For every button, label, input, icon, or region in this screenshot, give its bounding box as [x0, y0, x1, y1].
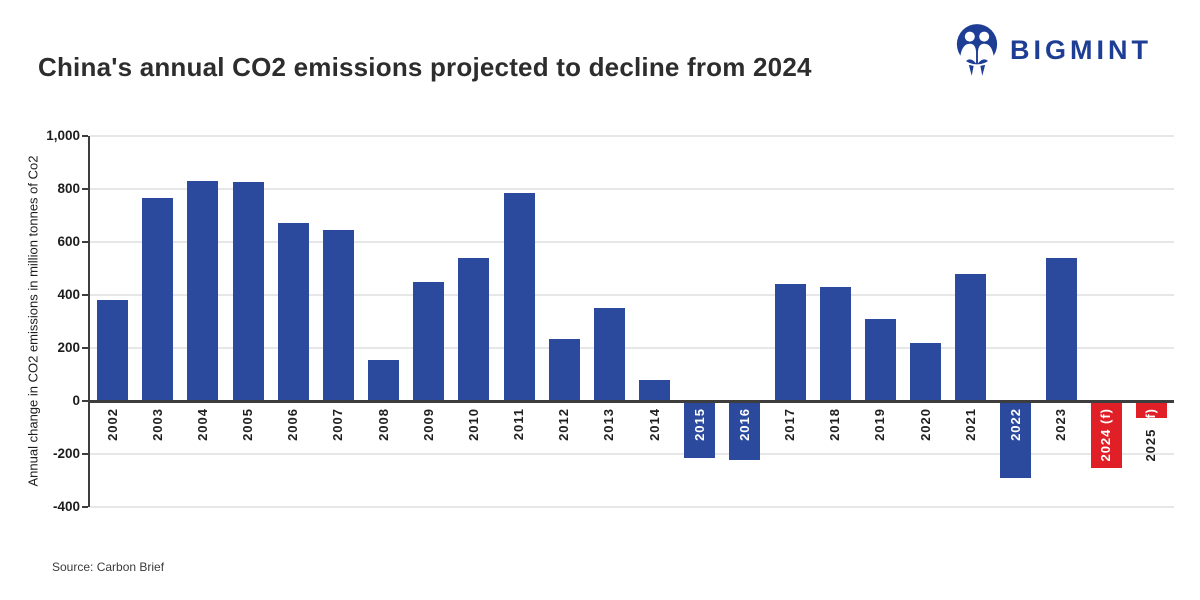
y-tick-label: 200: [57, 340, 80, 355]
gridline: [90, 294, 1174, 296]
x-tick-label-2019: 2019: [872, 408, 888, 441]
y-tick-label: 1,000: [46, 128, 80, 143]
x-tick-label-2013: 2013: [601, 408, 617, 441]
bar-2002: [97, 300, 129, 401]
x-tick-label-2009: 2009: [420, 408, 436, 441]
page-title: China's annual CO2 emissions projected t…: [38, 52, 812, 82]
bigmint-icon: [954, 22, 1000, 78]
x-tick-label-2018: 2018: [827, 408, 843, 441]
bar-2013: [593, 308, 625, 401]
gridline: [90, 188, 1174, 190]
y-tick-label: 800: [57, 181, 80, 196]
gridline: [90, 135, 1174, 137]
x-tick-label-2008: 2008: [375, 408, 391, 441]
y-tick-mark: [82, 135, 88, 137]
bar-2008: [368, 359, 400, 401]
gridline: [90, 241, 1174, 243]
x-tick-label-2002: 2002: [104, 408, 120, 441]
bar-2019: [864, 318, 896, 401]
y-tick-label: -200: [52, 446, 80, 461]
gridline: [90, 347, 1174, 349]
y-tick-mark: [82, 506, 88, 508]
y-tick-label: 0: [72, 393, 80, 408]
y-tick-mark: [82, 188, 88, 190]
source-note: Source: Carbon Brief: [52, 560, 165, 574]
y-tick-mark: [82, 453, 88, 455]
y-tick-mark: [82, 294, 88, 296]
x-tick-label-2011: 2011: [511, 408, 527, 441]
bar-2023: [1045, 257, 1077, 401]
x-tick-label-2015: 2015: [691, 408, 707, 441]
x-tick-label-2023: 2023: [1053, 408, 1069, 441]
x-tick-label-white-part: (f): [1143, 408, 1159, 424]
y-tick-label: -400: [52, 499, 80, 514]
x-tick-label-2014: 2014: [646, 408, 662, 441]
x-tick-label-2016: 2016: [736, 408, 752, 441]
gridline: [90, 506, 1174, 508]
bar-2021: [955, 273, 987, 401]
x-tick-label-2020: 2020: [917, 408, 933, 441]
bar-2009: [413, 281, 445, 401]
x-tick-label-2006: 2006: [285, 408, 301, 441]
x-tick-label-2003: 2003: [149, 408, 165, 441]
bar-2015: [684, 402, 716, 458]
y-tick-label: 400: [57, 287, 80, 302]
x-tick-label-2005: 2005: [240, 408, 256, 441]
plot-area: 1,000 800 600 400 200 0 -200 -400 2002 2003 2004 20…: [46, 128, 1174, 514]
brand-name: BIGMINT: [1010, 34, 1152, 65]
brand-logo: BIGMINT: [954, 22, 1152, 78]
x-tick-label-2017: 2017: [782, 408, 798, 441]
x-tick-label-2004: 2004: [194, 408, 210, 441]
bar-2017: [774, 284, 806, 401]
y-axis-title: Annual change in CO2 emissions in millio…: [25, 155, 41, 487]
x-tick-label-2012: 2012: [556, 408, 572, 441]
x-tick-label-2010: 2010: [465, 408, 481, 441]
bar-2020: [910, 342, 942, 401]
bar-2018: [819, 287, 851, 401]
y-tick-label: 600: [57, 234, 80, 249]
y-tick-mark: [82, 400, 88, 402]
bar-2011: [503, 192, 535, 401]
bar-2004: [187, 181, 219, 401]
x-tick-label-2024 (f): 2024 (f): [1098, 408, 1114, 462]
bar-2024 (f): [1090, 402, 1122, 469]
bar-2014: [639, 379, 671, 401]
bar-2003: [142, 198, 174, 401]
bar-2016: [729, 402, 761, 461]
gridline: [90, 453, 1174, 455]
bar-2010: [458, 257, 490, 401]
bar-2012: [548, 338, 580, 401]
y-tick-mark: [82, 241, 88, 243]
bar-2022: [1000, 402, 1032, 478]
bar-2006: [277, 223, 309, 401]
x-tick-label-2022: 2022: [1007, 408, 1023, 441]
y-tick-mark: [82, 347, 88, 349]
bar-2025 (f): [1135, 402, 1167, 418]
x-tick-label-dark-part: 2025: [1143, 424, 1159, 462]
x-tick-label-2007: 2007: [330, 408, 346, 441]
bar-2007: [322, 230, 354, 401]
zero-line: [90, 400, 1174, 403]
bar-2005: [232, 182, 264, 401]
y-axis-line: [88, 136, 90, 507]
x-tick-label-2021: 2021: [962, 408, 978, 441]
x-tick-label-2025 (f): 2025 (f): [1143, 408, 1159, 462]
